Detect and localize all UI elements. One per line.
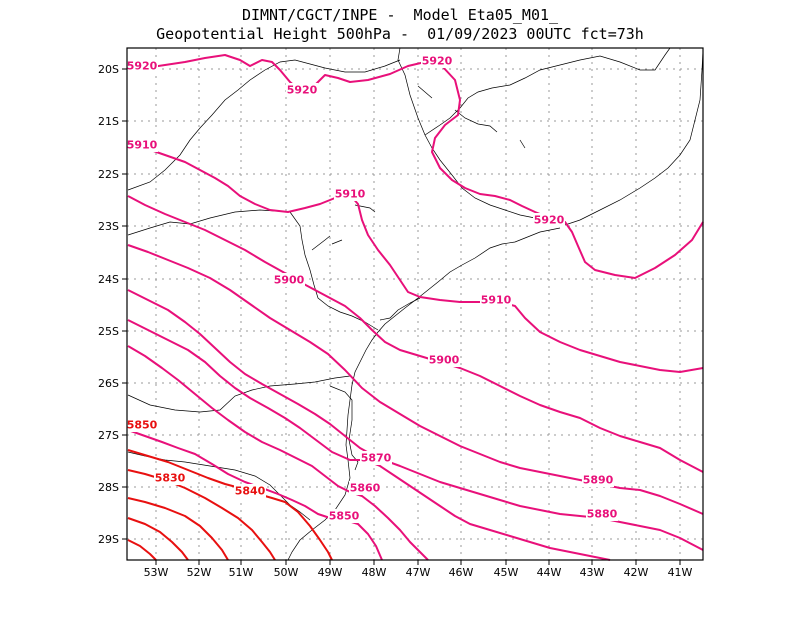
lon-tick-label: 53W <box>144 566 169 579</box>
lat-tick-label: 27S <box>98 429 119 442</box>
contour-5890 <box>127 244 704 515</box>
contour-label-5910-a: 5910 <box>127 139 158 152</box>
contour-label-5880: 5880 <box>587 508 618 521</box>
lon-tick-label: 50W <box>274 566 299 579</box>
contour-5850 <box>127 429 383 561</box>
contour-5820 <box>127 497 229 561</box>
lon-tick-label: 52W <box>187 566 212 579</box>
lat-tick-label: 20S <box>98 63 119 76</box>
contour-label-5830: 5830 <box>155 472 186 485</box>
lon-tick-label: 45W <box>494 566 519 579</box>
contour-5810 <box>127 517 189 561</box>
contour-label-5910-b: 5910 <box>335 188 366 201</box>
lat-tick-label: 29S <box>98 533 119 546</box>
map-frame <box>126 47 704 561</box>
lon-tick-label: 49W <box>318 566 343 579</box>
lon-tick-label: 48W <box>362 566 387 579</box>
contour-label-5870: 5870 <box>361 452 392 465</box>
contour-label-5920-c: 5920 <box>422 55 453 68</box>
longitude-axis: 53W 52W 51W 50W 49W 48W 47W 46W 45W 44W 43W 42W 41W <box>144 560 693 579</box>
lat-tick-label: 21S <box>98 115 119 128</box>
contour-label-5920-a: 5920 <box>127 60 158 73</box>
contour-label-5910-c: 5910 <box>481 294 512 307</box>
contour-label-5900-b: 5900 <box>429 354 460 367</box>
lon-tick-label: 41W <box>668 566 693 579</box>
contour-5860 <box>127 345 429 561</box>
contour-label-5860: 5860 <box>350 482 381 495</box>
contour-5920-west <box>127 54 704 279</box>
lat-tick-label: 25S <box>98 325 119 338</box>
lat-tick-label: 22S <box>98 168 119 181</box>
graticule <box>127 48 703 560</box>
contour-label-5890: 5890 <box>583 474 614 487</box>
contour-5900 <box>127 195 704 473</box>
lon-tick-label: 42W <box>624 566 649 579</box>
lat-tick-label: 24S <box>98 273 119 286</box>
contour-label-5850-a: 5850 <box>127 419 158 432</box>
map-title-line2: Geopotential Height 500hPa - 01/09/2023 … <box>156 25 644 43</box>
lon-tick-label: 44W <box>537 566 562 579</box>
lon-tick-label: 47W <box>406 566 431 579</box>
contour-label-5920-d: 5920 <box>534 214 565 227</box>
contour-label-5850-b: 5850 <box>329 510 360 523</box>
contour-label-5920-b: 5920 <box>287 84 318 97</box>
contour-5800 <box>127 539 157 561</box>
latitude-axis: 20S 21S 22S 23S 24S 25S 26S 27S 28S 29S <box>98 63 127 546</box>
lat-tick-label: 23S <box>98 220 119 233</box>
contour-5830 <box>127 469 276 561</box>
coastline-borders <box>127 47 704 561</box>
lat-tick-label: 26S <box>98 377 119 390</box>
contour-5910 <box>127 141 704 373</box>
lon-tick-label: 51W <box>229 566 254 579</box>
map-title-line1: DIMNT/CGCT/INPE - Model Eta05_M01_ <box>241 6 559 24</box>
contour-5870 <box>127 319 611 561</box>
lon-tick-label: 43W <box>580 566 605 579</box>
contour-label-5840: 5840 <box>235 485 266 498</box>
lat-tick-label: 28S <box>98 481 119 494</box>
contour-label-5900-a: 5900 <box>274 274 305 287</box>
lon-tick-label: 46W <box>449 566 474 579</box>
